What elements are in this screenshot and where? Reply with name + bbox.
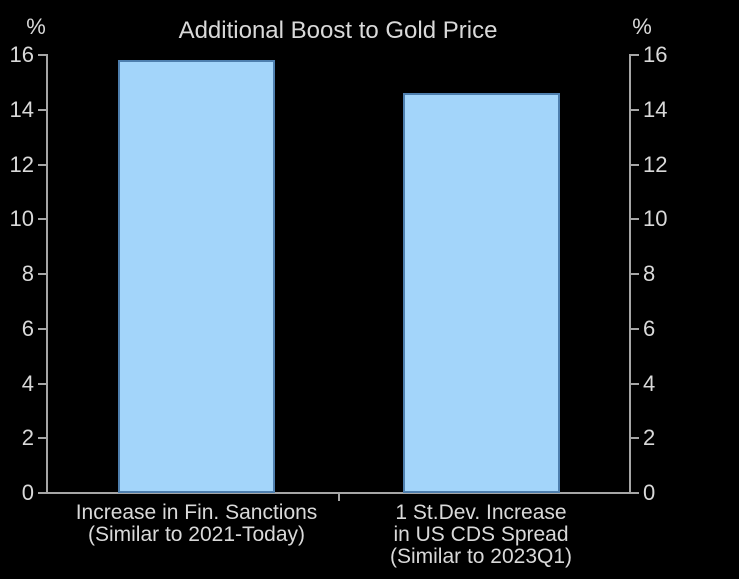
y-tick-label-left: 10 <box>9 206 34 232</box>
y-tick-right-4 <box>630 382 639 385</box>
y-tick-right-16 <box>630 54 639 56</box>
y-tick-right-6 <box>630 327 639 330</box>
y-tick-left-10 <box>38 218 47 221</box>
y-axis-unit-left: % <box>26 14 46 39</box>
x-category-label-line: (Similar to 2023Q1) <box>389 545 573 568</box>
y-tick-label-left: 6 <box>21 315 34 341</box>
y-tick-left-16 <box>38 54 47 56</box>
y-tick-left-0 <box>38 492 47 494</box>
y-tick-left-2 <box>38 437 47 440</box>
y-tick-label-right: 0 <box>643 480 656 505</box>
y-tick-label-right: 12 <box>643 151 668 177</box>
x-category-label-0: Increase in Fin. Sanctions (Similar to 20… <box>76 502 318 546</box>
y-tick-left-4 <box>38 382 47 385</box>
y-tick-left-12 <box>38 163 47 166</box>
y-tick-right-8 <box>630 273 639 275</box>
x-axis-category-divider-tick <box>338 493 340 501</box>
bar-0 <box>118 60 275 493</box>
y-tick-right-10 <box>630 218 639 221</box>
y-tick-right-2 <box>630 437 639 440</box>
y-tick-left-8 <box>38 273 47 275</box>
y-tick-label-left: 8 <box>21 261 34 286</box>
y-tick-label-right: 10 <box>643 206 668 232</box>
y-tick-label-left: 2 <box>21 425 34 451</box>
y-tick-left-14 <box>38 108 47 111</box>
bar-1 <box>403 93 560 493</box>
y-axis-left-line <box>46 54 48 494</box>
y-tick-label-left: 14 <box>9 96 34 122</box>
y-axis-unit-right: % <box>632 14 652 39</box>
y-tick-right-0 <box>630 492 639 494</box>
y-tick-label-right: 4 <box>643 370 656 396</box>
x-category-label-1: 1 St.Dev. Increase in US CDS Spread (Simil… <box>390 502 572 568</box>
y-tick-left-6 <box>38 327 47 330</box>
y-tick-label-right: 16 <box>643 42 668 67</box>
y-tick-label-right: 2 <box>643 425 656 451</box>
y-tick-label-left: 12 <box>9 151 34 177</box>
x-category-label-line: in US CDS Spread <box>393 523 569 546</box>
y-tick-label-left: 4 <box>21 370 34 396</box>
chart-title: Additional Boost to Gold Price <box>178 17 498 44</box>
x-category-label-line: Increase in Fin. Sanctions <box>75 501 318 524</box>
y-tick-label-left: 16 <box>9 42 34 67</box>
y-tick-label-right: 8 <box>643 261 656 286</box>
y-tick-label-right: 6 <box>643 315 656 341</box>
x-category-label-line: 1 St.Dev. Increase <box>395 501 567 524</box>
y-tick-label-left: 0 <box>21 480 34 505</box>
y-tick-label-right: 14 <box>643 96 668 122</box>
y-tick-right-12 <box>630 163 639 166</box>
x-category-label-line: (Similar to 2021-Today) <box>87 523 306 546</box>
y-tick-right-14 <box>630 108 639 111</box>
